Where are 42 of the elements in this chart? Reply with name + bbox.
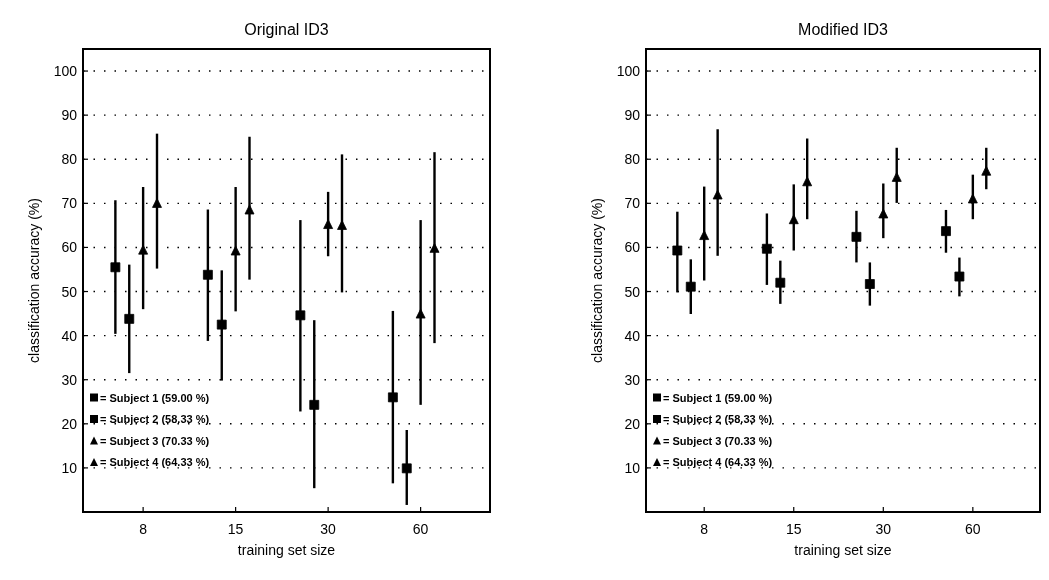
y-tick-label: 50 (61, 283, 78, 300)
x-tick-label: 60 (965, 521, 981, 537)
legend-label: = Subject 4 (64.33 %) (663, 456, 773, 468)
y-tick-label: 60 (61, 239, 78, 256)
legend-label: = Subject 4 (64.33 %) (100, 456, 210, 468)
legend-label: = Subject 2 (58.33 %) (100, 413, 210, 425)
chart-title: Modified ID3 (798, 21, 889, 38)
y-tick-label: 90 (61, 107, 78, 124)
legend-label: = Subject 1 (59.00 %) (100, 391, 210, 404)
y-tick-label: 70 (624, 195, 641, 212)
y-tick-label: 90 (624, 107, 641, 124)
y-axis-title: classification accuracy (%) (589, 198, 605, 363)
x-axis-title: training set size (237, 542, 336, 558)
y-tick-label: 10 (624, 459, 641, 476)
y-tick-label: 60 (624, 239, 641, 256)
chart-title: Original ID3 (244, 21, 329, 38)
y-tick-label: 50 (624, 283, 641, 300)
x-axis-title: training set size (794, 542, 892, 558)
x-tick-label: 15 (227, 521, 244, 537)
y-tick-label: 80 (624, 151, 641, 168)
y-tick-label: 30 (624, 371, 641, 388)
y-tick-label: 10 (61, 459, 78, 476)
y-tick-label: 40 (61, 327, 78, 344)
y-axis-title: classification accuracy (%) (26, 198, 42, 363)
legend-label: = Subject 3 (70.33 %) (663, 434, 773, 447)
y-tick-label: 20 (61, 415, 78, 432)
x-tick-label: 30 (875, 521, 892, 537)
y-tick-label: 20 (624, 415, 641, 432)
x-tick-label: 8 (139, 521, 148, 537)
y-tick-label: 40 (624, 327, 641, 344)
y-tick-label: 80 (61, 151, 78, 168)
x-tick-label: 8 (700, 521, 709, 537)
x-tick-label: 30 (320, 521, 337, 537)
x-tick-label: 15 (785, 521, 802, 537)
legend-label: = Subject 3 (70.33 %) (100, 434, 210, 447)
y-tick-label: 100 (53, 63, 78, 80)
legend-label: = Subject 1 (59.00 %) (663, 391, 773, 404)
y-tick-label: 30 (61, 371, 78, 388)
y-tick-label: 100 (616, 63, 641, 80)
x-tick-label: 60 (412, 521, 429, 537)
legend-label: = Subject 2 (58.33 %) (663, 413, 773, 425)
y-tick-label: 70 (61, 195, 78, 212)
